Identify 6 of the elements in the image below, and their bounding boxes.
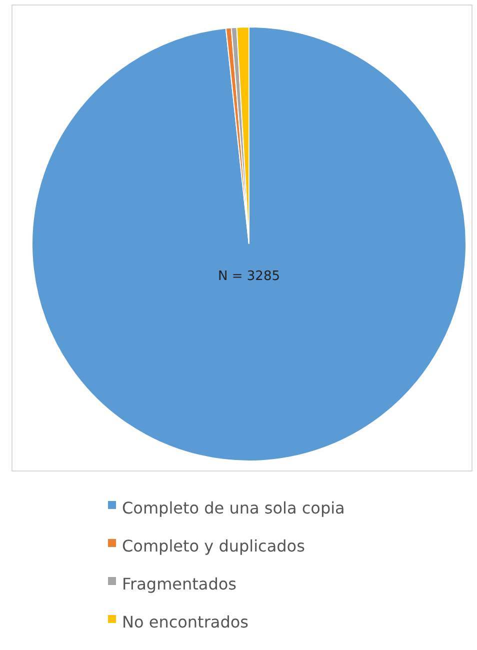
- legend-label: No encontrados: [122, 612, 248, 632]
- text: N = 3285: [218, 269, 280, 284]
- legend-label: Completo y duplicados: [122, 536, 305, 556]
- pie-slice: [32, 26, 466, 462]
- legend-label: Completo de una sola copia: [122, 498, 345, 518]
- legend-label: Fragmentados: [122, 574, 237, 594]
